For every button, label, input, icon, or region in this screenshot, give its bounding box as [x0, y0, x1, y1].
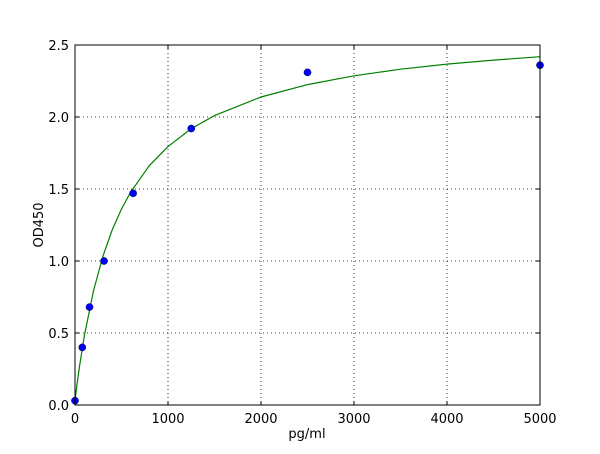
data-points — [71, 61, 544, 405]
data-point — [100, 257, 108, 265]
grid — [74, 44, 541, 406]
y-tick-label: 1.5 — [48, 183, 69, 198]
data-point — [187, 124, 196, 133]
x-tick-label: 2000 — [244, 412, 277, 427]
x-axis-label: pg/ml — [288, 427, 325, 442]
y-tick-label: 0.5 — [48, 327, 69, 342]
y-tick-label: 0.0 — [48, 399, 69, 414]
y-tick-label: 1.0 — [48, 255, 69, 270]
x-tick-label: 1000 — [151, 412, 184, 427]
x-tick-label: 3000 — [337, 412, 370, 427]
data-point — [78, 343, 87, 352]
y-tick-label: 2.0 — [48, 111, 69, 126]
data-point — [303, 68, 312, 77]
fit-curve — [74, 56, 541, 401]
x-tick-label: 5000 — [523, 412, 556, 427]
x-tick-label: 0 — [71, 412, 79, 427]
y-tick-label: 2.5 — [48, 39, 69, 54]
ticks: 0 1000 2000 3000 4000 5000 0.0 0.5 1.0 1.5 2.0 2.5 — [48, 39, 556, 427]
plot-frame — [74, 44, 541, 406]
data-point — [129, 189, 137, 198]
data-point — [85, 303, 94, 311]
x-tick-label: 4000 — [430, 412, 463, 427]
y-axis-label: OD450 — [32, 202, 47, 247]
